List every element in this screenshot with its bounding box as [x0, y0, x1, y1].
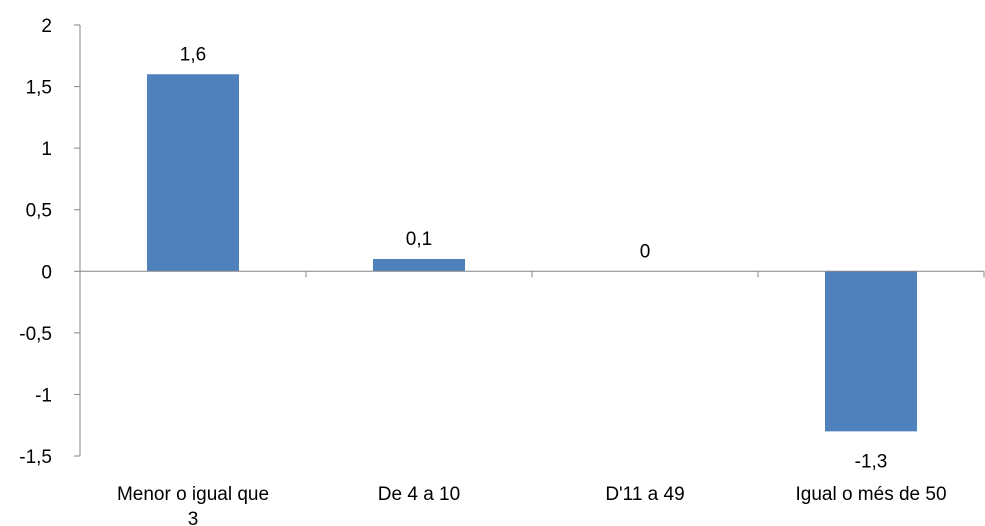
- data-label: 0,1: [406, 229, 432, 250]
- category-label: Menor o igual que 3: [117, 484, 269, 526]
- category-label: D'11 a 49: [605, 484, 684, 505]
- y-tick-label: -1: [35, 385, 52, 406]
- y-tick-label: 1: [41, 139, 52, 160]
- y-tick-label: 1,5: [26, 78, 52, 99]
- category-label-line: De 4 a 10: [378, 484, 460, 505]
- y-axis: 2 1,5 1 0,5 0 -0,5 -1 -1,5: [19, 16, 81, 468]
- category-label-line: Menor o igual que: [117, 484, 269, 505]
- y-tick-label: 0: [41, 262, 52, 283]
- data-labels: 1,6 0,1 0 -1,3: [180, 44, 888, 472]
- data-label: 1,6: [180, 44, 206, 65]
- category-label-line: 3: [188, 509, 199, 526]
- category-label: Igual o més de 50: [795, 484, 946, 505]
- bar: [373, 258, 465, 272]
- data-label: 0: [640, 241, 651, 262]
- bar: [825, 271, 917, 432]
- bar: [147, 74, 239, 272]
- y-tick-label: 0,5: [26, 201, 52, 222]
- category-label-line: Igual o més de 50: [795, 484, 946, 505]
- y-tick-label: 2: [41, 16, 52, 37]
- category-label: De 4 a 10: [378, 484, 460, 505]
- data-label: -1,3: [855, 451, 888, 472]
- category-labels: Menor o igual que 3 De 4 a 10 D'11 a 49 Igua…: [117, 484, 947, 526]
- category-label-line: D'11 a 49: [605, 484, 684, 505]
- y-tick-label: -1,5: [19, 447, 52, 468]
- y-tick-label: -0,5: [19, 324, 52, 345]
- x-axis: [80, 270, 985, 278]
- bars: [147, 74, 917, 432]
